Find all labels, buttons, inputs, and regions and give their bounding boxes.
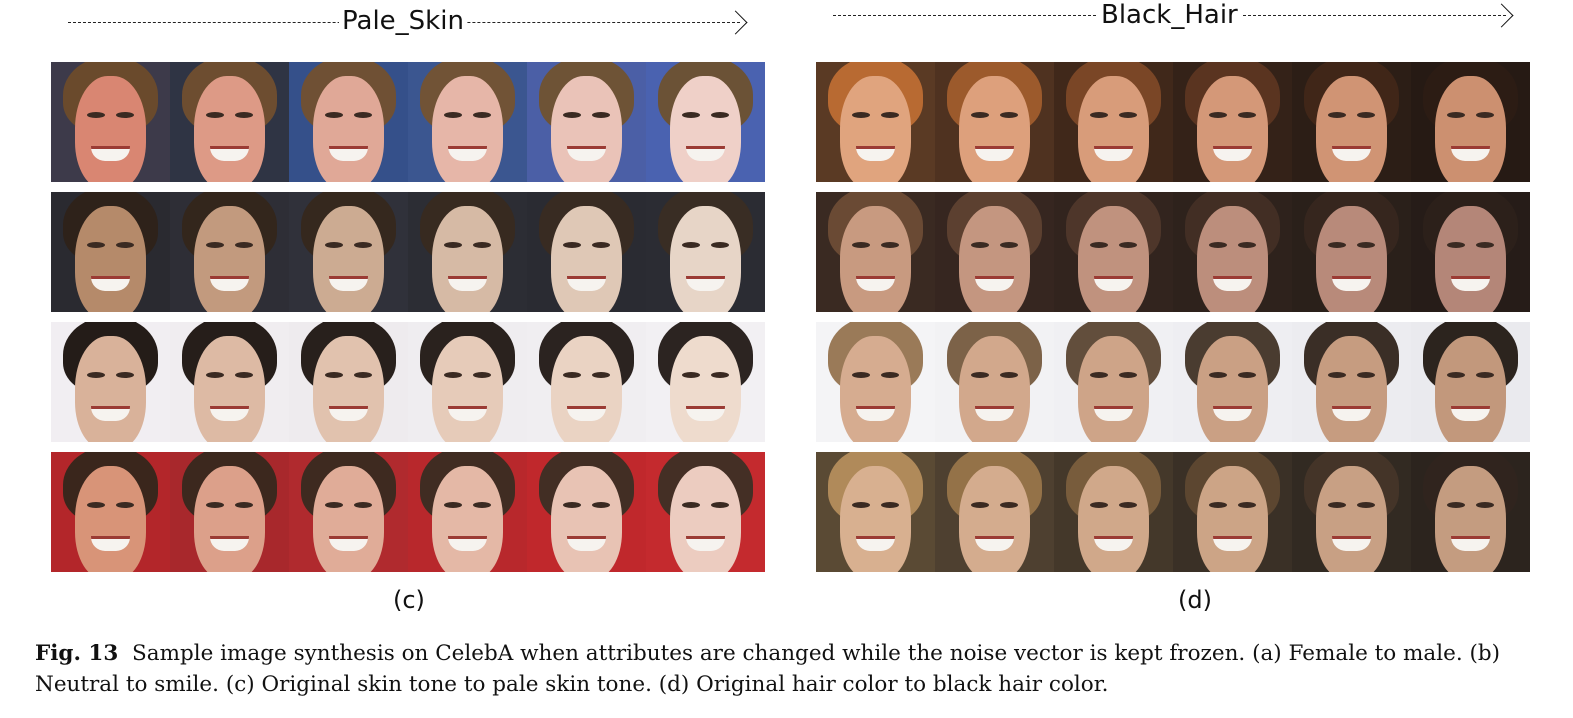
panel-d-face-image bbox=[1411, 192, 1530, 312]
panel-d-face-image bbox=[1054, 62, 1173, 182]
panel-c-face-image bbox=[51, 192, 170, 312]
panel-c-label: (c) bbox=[393, 586, 425, 614]
panel-c-face-image bbox=[527, 62, 646, 182]
panel-d-row-1 bbox=[816, 62, 1530, 182]
panel-d-face-image bbox=[1292, 452, 1411, 572]
panel-c-face-image bbox=[527, 192, 646, 312]
panel-c-face-image bbox=[408, 452, 527, 572]
panel-d-face-image bbox=[935, 62, 1054, 182]
black-hair-arrow-head bbox=[1489, 3, 1514, 28]
panel-c-face-image bbox=[170, 192, 289, 312]
panel-c-face-image bbox=[408, 192, 527, 312]
panel-d-face-image bbox=[935, 452, 1054, 572]
panel-d-grid bbox=[816, 62, 1530, 572]
figure-caption-text: Sample image synthesis on CelebA when at… bbox=[35, 641, 1501, 697]
panel-d-face-image bbox=[1054, 452, 1173, 572]
panel-c-face-image bbox=[646, 322, 765, 442]
panel-c-face-image bbox=[408, 322, 527, 442]
panel-d-face-image bbox=[935, 192, 1054, 312]
panel-d-row-4 bbox=[816, 452, 1530, 572]
pale-skin-label: Pale_Skin bbox=[339, 6, 467, 36]
panel-c-face-image bbox=[170, 452, 289, 572]
panel-c-row-1 bbox=[51, 62, 765, 182]
panel-c-face-image bbox=[408, 62, 527, 182]
panel-c-face-image bbox=[289, 62, 408, 182]
panel-c-face-image bbox=[646, 452, 765, 572]
panel-c-face-image bbox=[527, 452, 646, 572]
panel-c-face-image bbox=[51, 452, 170, 572]
panel-d-label: (d) bbox=[1178, 586, 1212, 614]
panel-c-face-image bbox=[51, 62, 170, 182]
panel-c-face-image bbox=[289, 322, 408, 442]
panel-d-face-image bbox=[1173, 452, 1292, 572]
panel-c-row-4 bbox=[51, 452, 765, 572]
panel-d-face-image bbox=[1292, 192, 1411, 312]
pale-skin-arrow-head bbox=[723, 10, 748, 35]
panel-d-face-image bbox=[1411, 322, 1530, 442]
panel-d-face-image bbox=[1411, 452, 1530, 572]
panel-d-face-image bbox=[1054, 322, 1173, 442]
panel-c-row-2 bbox=[51, 192, 765, 312]
panel-c-grid bbox=[51, 62, 765, 572]
panel-d-face-image bbox=[1054, 192, 1173, 312]
panel-d-face-image bbox=[1173, 192, 1292, 312]
panel-c-face-image bbox=[170, 322, 289, 442]
panel-d-face-image bbox=[816, 62, 935, 182]
panel-d-face-image bbox=[1292, 322, 1411, 442]
panel-d-face-image bbox=[1292, 62, 1411, 182]
panel-c-row-3 bbox=[51, 322, 765, 442]
panel-c-face-image bbox=[289, 192, 408, 312]
panel-c-face-image bbox=[51, 322, 170, 442]
figure-caption: Fig. 13 Sample image synthesis on CelebA… bbox=[35, 638, 1545, 700]
panel-d-face-image bbox=[816, 322, 935, 442]
panel-d-row-3 bbox=[816, 322, 1530, 442]
panel-d-face-image bbox=[816, 192, 935, 312]
panel-c-face-image bbox=[646, 192, 765, 312]
panel-d-face-image bbox=[1173, 62, 1292, 182]
black-hair-label: Black_Hair bbox=[1098, 0, 1241, 30]
panel-c-face-image bbox=[289, 452, 408, 572]
panel-c-face-image bbox=[527, 322, 646, 442]
figure-number: Fig. 13 bbox=[35, 641, 119, 666]
panel-d-face-image bbox=[935, 322, 1054, 442]
panel-d-face-image bbox=[1173, 322, 1292, 442]
panel-d-face-image bbox=[816, 452, 935, 572]
panel-d-face-image bbox=[1411, 62, 1530, 182]
panel-c-face-image bbox=[170, 62, 289, 182]
panel-c-face-image bbox=[646, 62, 765, 182]
panel-d-row-2 bbox=[816, 192, 1530, 312]
